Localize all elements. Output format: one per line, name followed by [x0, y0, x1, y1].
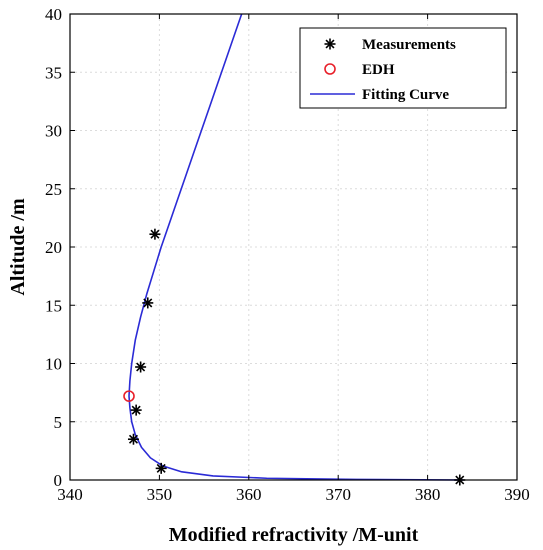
- measurement-point: [135, 361, 147, 373]
- tick-layer: 340 350 360 370 380 390 0 5 10 15 20 25 30 35 40: [45, 5, 530, 504]
- measurement-point: [149, 228, 161, 240]
- legend-label: Measurements: [362, 37, 456, 53]
- y-tick-label: 5: [54, 413, 63, 432]
- y-tick-label: 40: [45, 5, 62, 24]
- legend-entries: Measurements EDH Fitting Curve: [310, 37, 456, 103]
- legend-label: EDH: [362, 62, 395, 78]
- measurement-point: [142, 297, 154, 309]
- x-tick-label: 390: [504, 485, 530, 504]
- edh-point: [123, 390, 135, 402]
- legend: Measurements EDH Fitting Curve: [299, 27, 507, 109]
- legend-label: Fitting Curve: [362, 87, 449, 103]
- legend-edh-icon: [324, 63, 336, 75]
- y-tick-label: 10: [45, 355, 62, 374]
- y-tick-label: 0: [54, 471, 63, 490]
- curve-layer: [128, 13, 464, 481]
- y-tick-label: 20: [45, 238, 62, 257]
- y-tick-label: 25: [45, 180, 62, 199]
- x-tick-label: 380: [415, 485, 441, 504]
- x-tick-label: 360: [236, 485, 262, 504]
- x-tick-label: 340: [57, 485, 83, 504]
- measurement-point: [155, 462, 167, 474]
- x-axis-title: Modified refractivity /M-unit: [169, 524, 419, 546]
- y-tick-label: 30: [45, 122, 62, 141]
- marker-layer: [123, 228, 466, 486]
- x-tick-label: 370: [325, 485, 351, 504]
- measurement-point: [130, 404, 142, 416]
- x-tick-label: 350: [147, 485, 173, 504]
- fitting-curve-line: [128, 13, 464, 481]
- measurement-point: [127, 433, 139, 445]
- legend-measurements-icon: [324, 38, 336, 50]
- y-axis-title: Altitude /m: [7, 198, 29, 296]
- y-tick-label: 15: [45, 296, 62, 315]
- y-tick-label: 35: [45, 63, 62, 82]
